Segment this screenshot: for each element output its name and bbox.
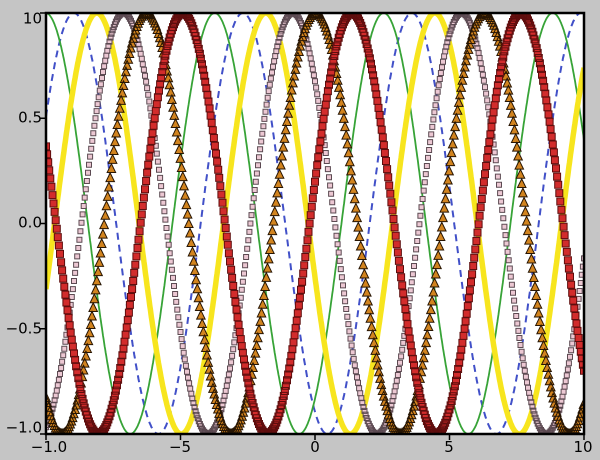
x-tick-label-5: 5 bbox=[444, 438, 454, 456]
y-tick-label-05: 0.5 bbox=[18, 108, 42, 127]
y-tick-label-neg1: −1.0 bbox=[5, 418, 42, 437]
x-tick-label-10: 10 bbox=[573, 438, 593, 456]
y-tick-label-neg05: −0.5 bbox=[5, 319, 42, 338]
sine-yellow-thick bbox=[46, 13, 584, 434]
y-tick-label-0: 0.0 bbox=[18, 213, 42, 232]
tick-marks bbox=[40, 12, 585, 440]
curves-group bbox=[46, 13, 584, 434]
x-tick-label-neg5: −5 bbox=[168, 438, 192, 456]
sine-red-squares bbox=[46, 13, 584, 434]
x-tick-label-neg10: −1.0 bbox=[30, 438, 68, 456]
y-tick-label-1: 10 bbox=[22, 9, 42, 28]
axes-frame bbox=[44, 11, 586, 436]
x-tick-label-0: 0 bbox=[310, 438, 320, 456]
